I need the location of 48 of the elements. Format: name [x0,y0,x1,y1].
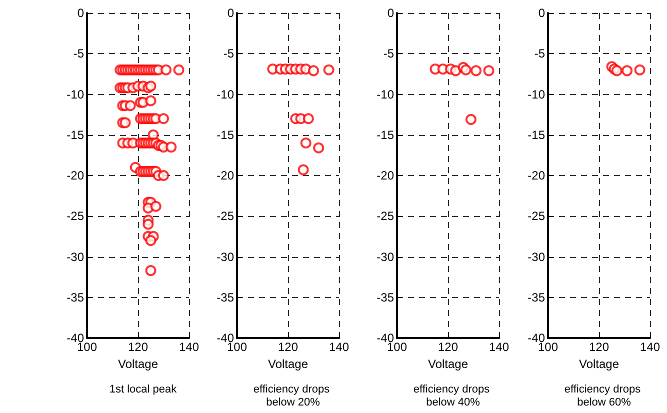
x-tick-label: 140 [488,340,510,354]
y-tick-label: -30 [216,250,234,264]
y-tick-label: -15 [66,128,84,142]
y-tick-label: -5 [73,46,84,61]
y-tick-label: -35 [66,290,84,304]
y-tick-label: -20 [66,168,84,182]
y-tick-label: -20 [216,168,234,182]
x-tick-label: 120 [128,340,148,354]
x-axis-title: Voltage [428,356,468,371]
y-tick-label: -5 [223,46,234,61]
y-tick-label: -15 [376,128,394,142]
y-tick-label: 0 [387,6,394,20]
y-tick-label: -20 [528,168,546,182]
y-tick-label: 0 [538,6,546,20]
x-tick-label: 120 [438,340,458,354]
y-tick-label: -5 [383,46,394,61]
x-tick-label: 120 [278,340,298,354]
x-tick-label: 140 [328,340,350,354]
x-tick-label: 140 [640,340,660,354]
y-tick-label: -20 [376,168,394,182]
y-tick-label: 0 [77,6,84,20]
y-tick-label: -10 [376,87,394,102]
text: 1st local peak [109,384,178,396]
y-tick-label: -10 [528,87,546,102]
y-tick-label: -35 [216,290,234,304]
y-tick-label: -35 [528,290,546,304]
y-tick-label: -25 [528,209,546,224]
y-tick-label: -15 [216,128,234,142]
text: efficiency drops below 40% [413,384,493,408]
y-tick-label: -30 [66,250,84,264]
y-tick-label: -35 [376,290,394,304]
x-axis-title: Voltage [118,356,158,371]
y-tick-label: -25 [66,209,84,224]
x-axis-title: Voltage [578,356,620,371]
x-tick-label: 120 [588,340,610,354]
y-tick-label: -25 [376,209,394,224]
x-tick-label: 140 [178,340,200,354]
text: efficiency drops below 60% [564,384,644,408]
y-tick-label: -25 [216,209,234,224]
y-tick-label: -5 [534,46,546,61]
y-tick-label: -30 [528,250,546,264]
y-tick-label: 0 [227,6,234,20]
y-tick-label: -10 [66,87,84,102]
x-axis-title: Voltage [268,356,308,371]
text: efficiency drops below 20% [253,384,333,408]
y-tick-label: -30 [376,250,394,264]
y-tick-label: -10 [216,87,234,102]
y-tick-label: -15 [528,128,546,142]
